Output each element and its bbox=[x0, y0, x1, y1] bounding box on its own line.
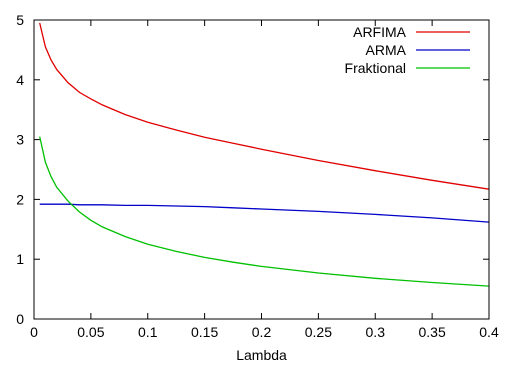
y-tick-label: 0 bbox=[16, 311, 24, 327]
legend: ARFIMA ARMA Fraktional bbox=[345, 24, 470, 76]
axis-tick-labels: 0 0.05 0.1 0.15 0.2 0.25 0.3 0.35 0.4 0 1 2 3 4 5 bbox=[16, 12, 499, 340]
x-axis-label: Lambda bbox=[236, 347, 287, 363]
x-tick-label: 0.1 bbox=[138, 324, 158, 340]
y-tick-label: 4 bbox=[16, 72, 24, 88]
legend-label: ARFIMA bbox=[353, 24, 407, 40]
x-tick-label: 0.35 bbox=[419, 324, 446, 340]
series-line-arma bbox=[39, 203, 490, 223]
series-line-fraktional bbox=[39, 136, 490, 287]
legend-label: ARMA bbox=[366, 42, 407, 58]
series-lines bbox=[39, 22, 490, 287]
legend-label: Fraktional bbox=[345, 60, 406, 76]
y-tick-label: 5 bbox=[16, 12, 24, 28]
x-tick-label: 0.15 bbox=[191, 324, 218, 340]
x-tick-label: 0.05 bbox=[77, 324, 104, 340]
axis-ticks bbox=[33, 19, 490, 320]
x-tick-label: 0.25 bbox=[305, 324, 332, 340]
y-tick-label: 2 bbox=[16, 191, 24, 207]
plot-frame bbox=[33, 19, 490, 320]
x-tick-label: 0.2 bbox=[252, 324, 272, 340]
x-tick-label: 0.3 bbox=[366, 324, 386, 340]
x-tick-label: 0.4 bbox=[479, 324, 499, 340]
x-tick-label: 0 bbox=[30, 324, 38, 340]
series-line-arfima bbox=[39, 22, 490, 190]
y-tick-label: 1 bbox=[16, 251, 24, 267]
y-tick-label: 3 bbox=[16, 132, 24, 148]
